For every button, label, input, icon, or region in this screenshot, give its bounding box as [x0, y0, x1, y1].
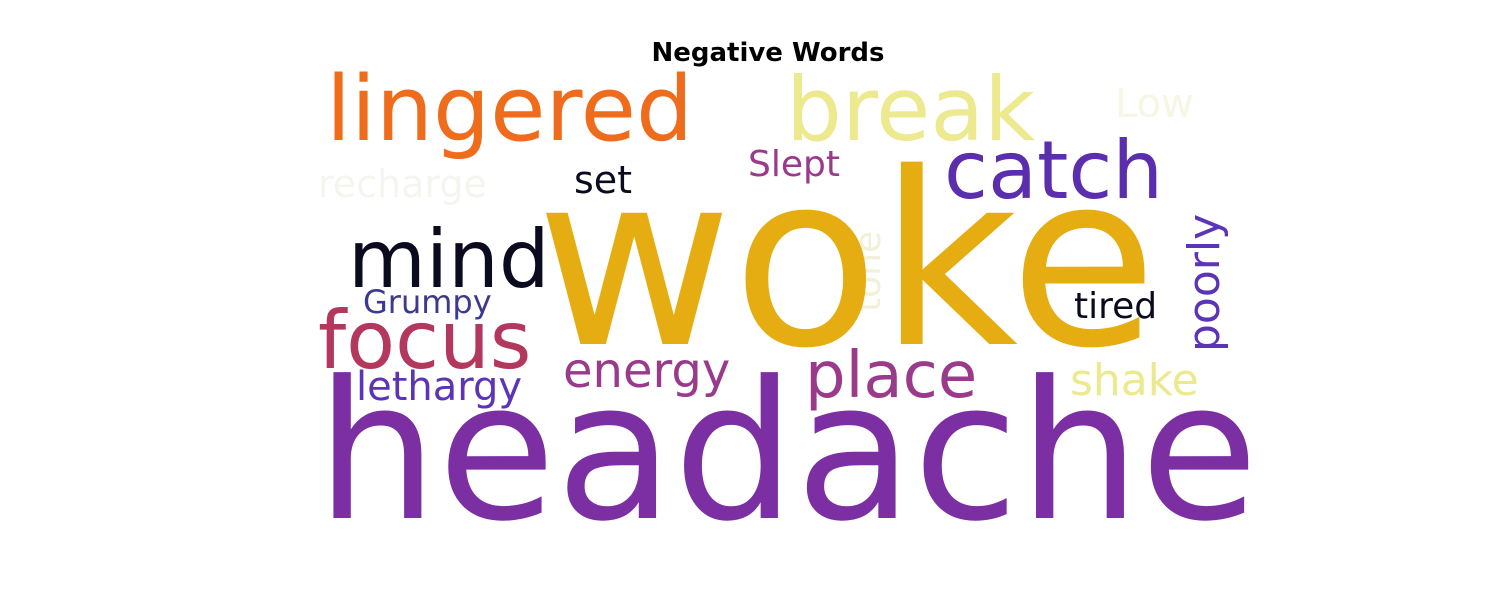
word-lingered: lingered: [326, 57, 693, 162]
word-place: place: [805, 339, 977, 413]
word-low: Low: [1115, 81, 1194, 127]
word-poorly: poorly: [1179, 214, 1230, 352]
word-slept: Slept: [748, 144, 840, 185]
word-focus: focus: [318, 294, 531, 387]
word-woke: woke: [536, 121, 1157, 401]
word-grumpy: Grumpy: [363, 283, 492, 321]
word-energy: energy: [563, 343, 730, 399]
word-recharge: recharge: [318, 162, 487, 206]
word-tired: tired: [1074, 286, 1157, 327]
word-tone: tone: [848, 231, 889, 312]
word-set: set: [574, 158, 632, 202]
word-break: break: [786, 58, 1035, 161]
figure-title: Negative Words: [651, 38, 885, 68]
word-catch: catch: [944, 124, 1163, 217]
word-mind: mind: [348, 213, 550, 306]
word-lethargy: lethargy: [356, 364, 522, 410]
word-headache: headache: [316, 341, 1258, 564]
word-shake: shake: [1070, 355, 1199, 406]
